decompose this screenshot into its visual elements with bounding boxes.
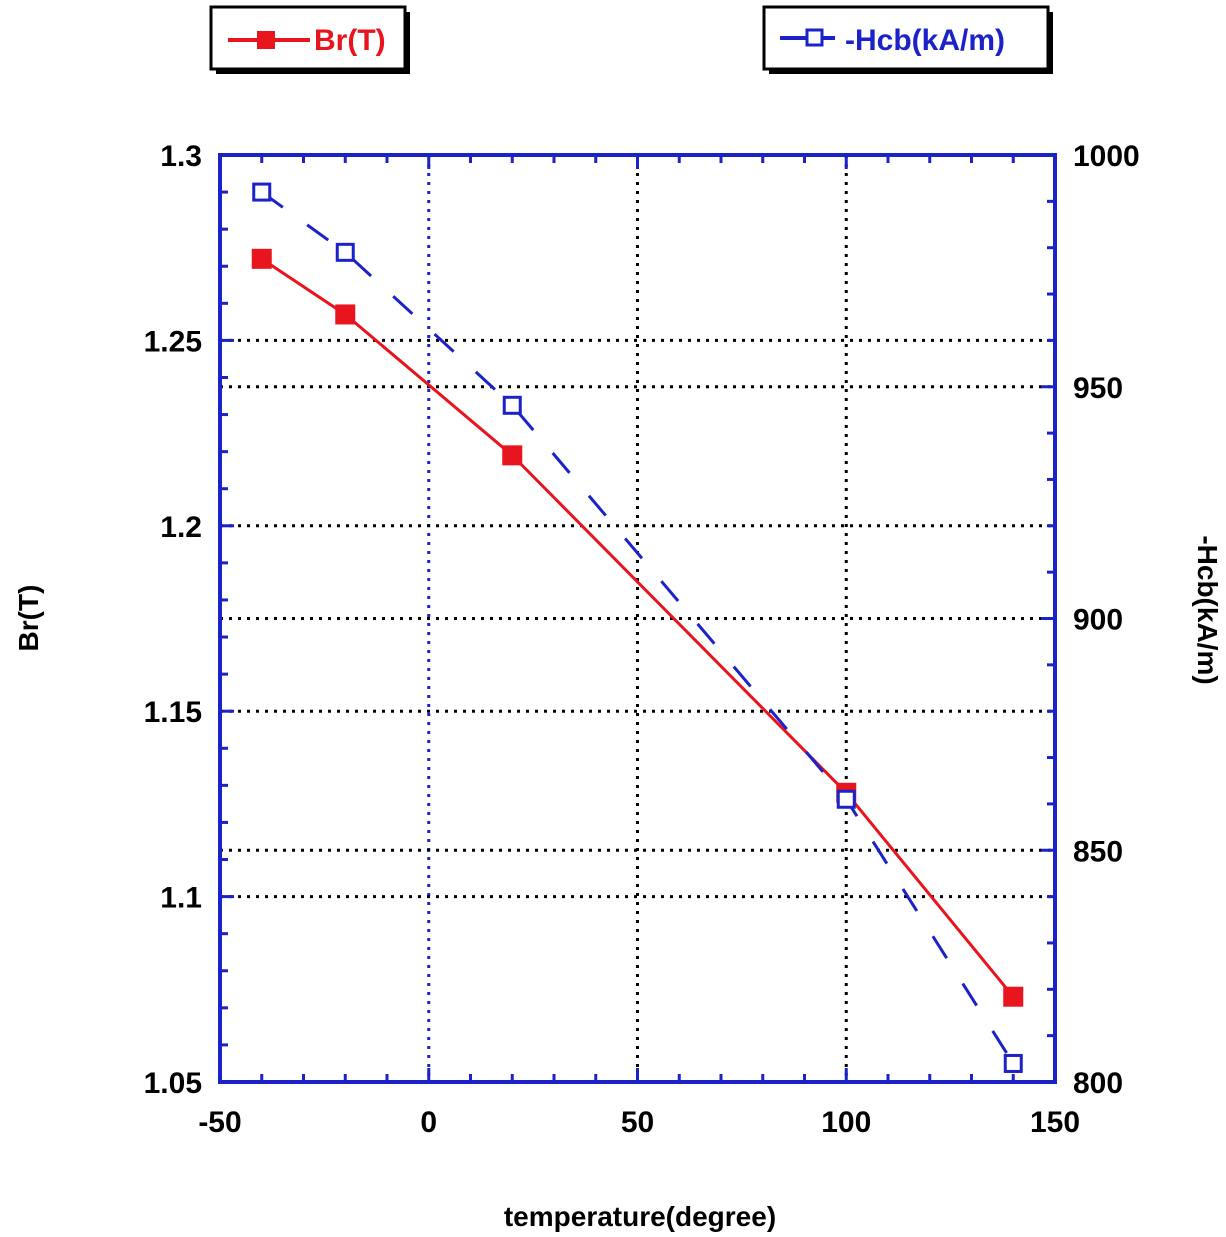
legend-hcb-label: -Hcb(kA/m) [845, 24, 1005, 57]
x-tick-label: -50 [198, 1106, 241, 1139]
y-tick-label-left: 1.15 [144, 696, 202, 729]
x-tick-label: 50 [621, 1106, 654, 1139]
legend-hcb-marker [805, 28, 824, 47]
tick-labels: -50 0 50 100 150 1.05 1.1 1.15 1.2 1.25 1.3 800 850 9… [144, 140, 1140, 1139]
ticks [218, 153, 1057, 1084]
y-axis-title-left: Br(T) [13, 585, 44, 652]
series-line-hcb [260, 190, 1015, 1065]
legend-hcb: -Hcb(kA/m) [762, 5, 1053, 74]
legend-br-marker [257, 31, 275, 49]
y-tick-label-left: 1.1 [160, 882, 202, 915]
x-axis-title: temperature(degree) [504, 1201, 776, 1232]
y-axis-title-right: -Hcb(kA/m) [1192, 535, 1223, 684]
y-tick-label-left: 1.2 [160, 511, 202, 544]
data-point-hcb [502, 395, 522, 415]
data-point-br [502, 445, 523, 466]
y-tick-label-left: 1.25 [144, 325, 202, 358]
data-point-hcb [1003, 1053, 1023, 1073]
legend-br: Br(T) [209, 5, 410, 74]
legend-hcb-box [762, 5, 1050, 71]
data-point-hcb [836, 789, 856, 809]
x-tick-label: 100 [821, 1106, 871, 1139]
y-tick-label-left: 1.05 [144, 1067, 202, 1100]
y-tick-label-left: 1.3 [160, 140, 202, 173]
data-point-br [1003, 986, 1024, 1007]
x-tick-label: 0 [420, 1106, 437, 1139]
data-point-hcb [252, 182, 272, 202]
y-tick-label-right: 850 [1073, 835, 1123, 868]
series-layer [251, 182, 1024, 1073]
y-tick-label-right: 950 [1073, 372, 1123, 405]
data-point-br [251, 248, 272, 269]
data-point-hcb [335, 242, 355, 262]
y-tick-label-right: 800 [1073, 1067, 1123, 1100]
y-tick-label-right: 1000 [1073, 140, 1140, 173]
grid [220, 155, 1055, 1082]
data-point-br [335, 304, 356, 325]
x-tick-label: 150 [1030, 1106, 1080, 1139]
y-tick-label-right: 900 [1073, 604, 1123, 637]
plot-frame [218, 153, 1057, 1084]
legend-br-label: Br(T) [314, 24, 386, 57]
